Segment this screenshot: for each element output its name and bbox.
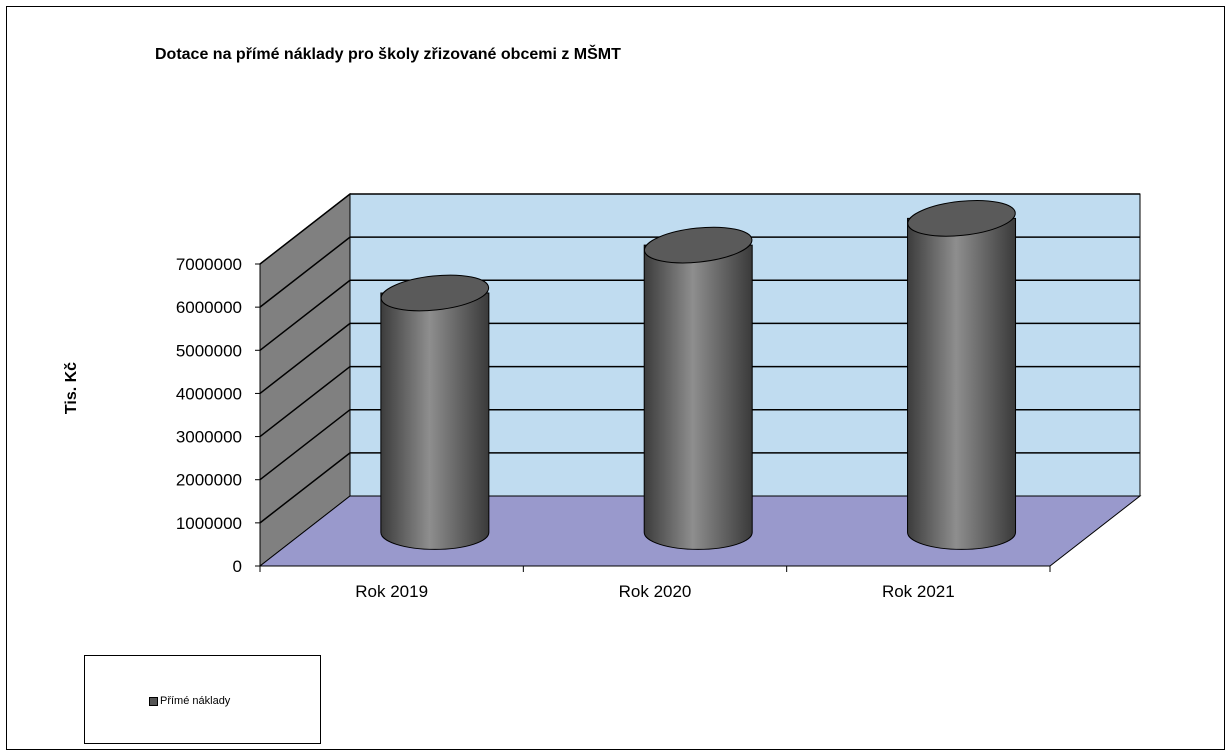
gridline xyxy=(259,452,1140,524)
y-tick-label: 1000000 xyxy=(176,514,242,533)
y-tick-label: 0 xyxy=(233,557,242,576)
bar-body xyxy=(643,244,753,550)
legend: Přímé náklady xyxy=(84,655,321,744)
y-tick-label: 3000000 xyxy=(176,428,242,447)
legend-entry: Přímé náklady xyxy=(149,695,230,707)
bar xyxy=(380,274,490,550)
gridline xyxy=(259,408,1140,481)
bar-top xyxy=(907,199,1016,237)
legend-swatch xyxy=(149,696,158,706)
bar-top xyxy=(643,226,753,264)
legend-label: Přímé náklady xyxy=(160,695,231,707)
y-tick-label: 2000000 xyxy=(176,471,242,490)
gridline xyxy=(259,236,1140,308)
chart-title: Dotace na přímé náklady pro školy zřizov… xyxy=(155,46,621,63)
y-tick-label: 7000000 xyxy=(176,255,242,274)
bar-body xyxy=(380,292,490,550)
y-tick-label: 5000000 xyxy=(176,341,242,360)
bar-top xyxy=(380,274,490,312)
gridline xyxy=(259,193,1140,265)
y-tick-label: 4000000 xyxy=(176,384,242,403)
gridline xyxy=(259,322,1140,395)
x-tick-label: Rok 2021 xyxy=(882,582,955,601)
gridline xyxy=(259,365,1140,438)
bar xyxy=(907,199,1017,550)
x-tick-label: Rok 2019 xyxy=(355,582,428,601)
gridline xyxy=(259,279,1140,351)
x-tick-label: Rok 2020 xyxy=(619,582,692,601)
bar xyxy=(643,226,753,550)
bar-body xyxy=(907,217,1017,550)
y-tick-label: 6000000 xyxy=(176,298,242,317)
